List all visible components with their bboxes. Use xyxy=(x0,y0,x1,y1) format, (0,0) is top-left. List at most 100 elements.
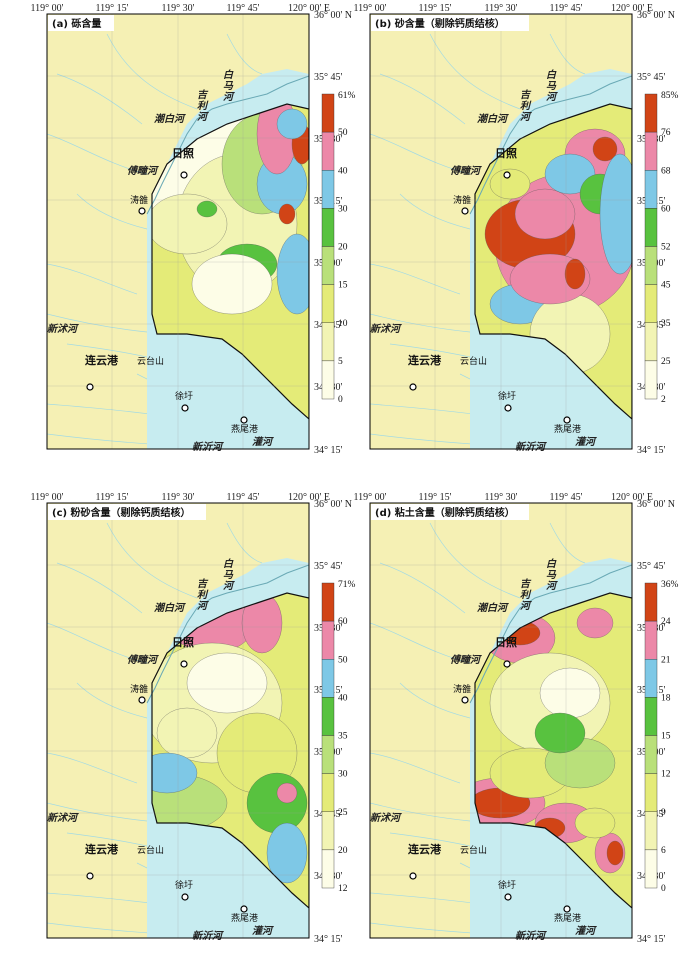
colorbar-level-label: 30 xyxy=(338,204,348,214)
city-marker-icon xyxy=(504,893,512,901)
contour-region xyxy=(564,258,586,290)
colorbar-level-label: 68 xyxy=(661,166,671,176)
map-label-chaobai: 潮白河 xyxy=(154,113,186,125)
map-label-guan: 灌河 xyxy=(575,436,597,448)
contours-b xyxy=(475,104,632,419)
colorbar-level-label: 40 xyxy=(338,166,348,176)
colorbar-level-label: 18 xyxy=(661,693,671,703)
map-a xyxy=(47,14,309,449)
colorbar-level-label: 6 xyxy=(661,846,666,856)
lat-tick-label: 35° 45' xyxy=(314,561,342,572)
colorbar-level-label: 25 xyxy=(338,808,348,818)
city-marker-icon xyxy=(240,905,248,913)
panel-title: (a) 砾含量 xyxy=(52,17,101,30)
map-label-fuzhi: 傅疃河 xyxy=(450,165,482,177)
colorbar-level-label: 60 xyxy=(338,617,348,627)
contour-region xyxy=(544,153,596,195)
colorbar-swatch xyxy=(321,659,335,698)
contour-region xyxy=(489,168,531,200)
colorbar-level-label: 76 xyxy=(661,128,671,138)
city-marker-icon xyxy=(180,171,188,179)
map-frame xyxy=(46,502,310,939)
map-label-taoluo: 涛雒 xyxy=(130,683,148,695)
colorbar-swatch xyxy=(321,620,335,660)
lat-tick-label: 36° 00' N xyxy=(314,499,352,510)
coastline xyxy=(146,75,309,215)
colorbar-level-label: 15 xyxy=(338,281,348,291)
contour-region xyxy=(534,712,586,754)
city-marker-icon xyxy=(504,404,512,412)
city-marker-icon xyxy=(180,660,188,668)
contour-region xyxy=(514,188,576,240)
study-area-boundary xyxy=(474,592,632,909)
map-label-taoluo: 涛雒 xyxy=(130,194,148,206)
colorbar-swatch xyxy=(644,697,658,736)
map-label-xuxu: 徐圩 xyxy=(175,879,193,891)
city-marker-icon xyxy=(240,416,248,424)
colorbar-max-label: 85% xyxy=(661,91,679,101)
city-marker-icon xyxy=(461,207,469,215)
colorbar-level-label: 0 xyxy=(661,884,666,894)
map-label-lianyungang: 连云港 xyxy=(408,353,442,367)
contour-region xyxy=(276,233,309,315)
map-label-yanweigang: 燕尾港 xyxy=(554,423,581,435)
colorbar-swatch xyxy=(321,208,335,247)
map-label-taoluo: 涛雒 xyxy=(453,683,471,695)
map-label-lianyungang: 连云港 xyxy=(85,842,119,856)
contour-region xyxy=(246,772,308,834)
map-label-taoluo: 涛雒 xyxy=(453,194,471,206)
contour-region xyxy=(574,807,616,839)
colorbar-swatch xyxy=(321,773,335,812)
map-label-rizhao: 日照 xyxy=(172,147,194,160)
colorbar-level-label: 30 xyxy=(338,770,348,780)
map-frame xyxy=(46,13,310,450)
colorbar-level-label: 25 xyxy=(661,357,671,367)
lon-tick-label: 119° 30' xyxy=(485,3,518,14)
colorbar-swatch xyxy=(321,246,335,285)
lon-tick-label: 119° 15' xyxy=(419,3,452,14)
lon-tick-label: 119° 45' xyxy=(227,3,260,14)
contour-region xyxy=(278,203,296,225)
colorbar-swatch xyxy=(321,322,335,362)
map-label-xinshu: 新沭河 xyxy=(370,812,402,824)
map-label-xinyi: 新沂河 xyxy=(515,441,547,453)
contour-region xyxy=(599,153,632,275)
colorbar-level-label: 0 xyxy=(338,395,343,405)
title-box xyxy=(48,15,114,31)
map-label-yanweigang: 燕尾港 xyxy=(554,912,581,924)
contour-region xyxy=(576,607,614,639)
map-label-chaobai: 潮白河 xyxy=(154,602,186,614)
study-area-boundary xyxy=(151,592,309,909)
colorbar: 85% 76 68 60 52 45 35 25 2 xyxy=(644,91,679,405)
lat-tick-label: 34° 15' xyxy=(314,934,342,945)
city-marker-icon xyxy=(138,696,146,704)
colorbar-level-label: 12 xyxy=(338,884,348,894)
lat-tick-label: 35° 45' xyxy=(637,72,665,83)
city-marker-icon xyxy=(138,207,146,215)
graticule xyxy=(370,503,632,938)
contour-region xyxy=(266,822,308,884)
contour-region xyxy=(606,840,624,866)
colorbar-max-label: 71% xyxy=(338,580,356,590)
colorbar-level-label: 9 xyxy=(661,808,666,818)
map-label-fuzhi: 傅疃河 xyxy=(127,165,159,177)
map-frame xyxy=(369,502,633,939)
lon-tick-label: 119° 30' xyxy=(162,3,195,14)
colorbar-swatch xyxy=(321,811,335,851)
map-label-lianyungang: 连云港 xyxy=(85,353,119,367)
colorbar-level-label: 50 xyxy=(338,655,348,665)
panel-title: (c) 粉砂含量（剔除钙质结核） xyxy=(52,506,191,519)
map-label-xuxu: 徐圩 xyxy=(175,390,193,402)
lon-tick-label: 119° 30' xyxy=(485,492,518,503)
lon-tick-label: 120° 00' E xyxy=(288,3,330,14)
colorbar-swatch xyxy=(321,360,335,400)
map-label-rizhao: 日照 xyxy=(495,636,517,649)
city-marker-icon xyxy=(409,872,417,880)
map-c xyxy=(47,503,309,938)
study-area-boundary xyxy=(474,103,632,420)
colorbar-max-label: 61% xyxy=(338,91,356,101)
contour-region xyxy=(186,652,268,714)
map-label-baima: 白马河 xyxy=(546,558,558,592)
map-label-baima: 白马河 xyxy=(223,69,235,103)
